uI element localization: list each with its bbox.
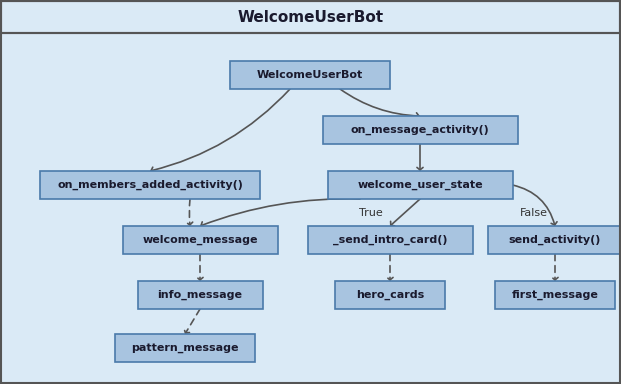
FancyBboxPatch shape: [40, 171, 260, 199]
FancyBboxPatch shape: [487, 226, 621, 254]
Text: _send_intro_card(): _send_intro_card(): [333, 235, 447, 245]
FancyBboxPatch shape: [307, 226, 473, 254]
Text: welcome_user_state: welcome_user_state: [357, 180, 483, 190]
Text: WelcomeUserBot: WelcomeUserBot: [237, 10, 384, 25]
Text: welcome_message: welcome_message: [142, 235, 258, 245]
FancyBboxPatch shape: [1, 1, 620, 33]
FancyBboxPatch shape: [327, 171, 512, 199]
FancyBboxPatch shape: [230, 61, 390, 89]
Text: False: False: [520, 208, 548, 218]
Text: on_message_activity(): on_message_activity(): [351, 125, 489, 135]
Text: WelcomeUserBot: WelcomeUserBot: [257, 70, 363, 80]
Text: pattern_message: pattern_message: [131, 343, 238, 353]
FancyBboxPatch shape: [115, 334, 255, 362]
Text: info_message: info_message: [158, 290, 242, 300]
FancyBboxPatch shape: [122, 226, 278, 254]
Text: send_activity(): send_activity(): [509, 235, 601, 245]
Text: hero_cards: hero_cards: [356, 290, 424, 300]
Text: True: True: [360, 207, 383, 217]
FancyBboxPatch shape: [137, 281, 263, 309]
FancyBboxPatch shape: [335, 281, 445, 309]
FancyBboxPatch shape: [322, 116, 517, 144]
Text: first_message: first_message: [512, 290, 599, 300]
Text: on_members_added_activity(): on_members_added_activity(): [57, 180, 243, 190]
FancyBboxPatch shape: [495, 281, 615, 309]
